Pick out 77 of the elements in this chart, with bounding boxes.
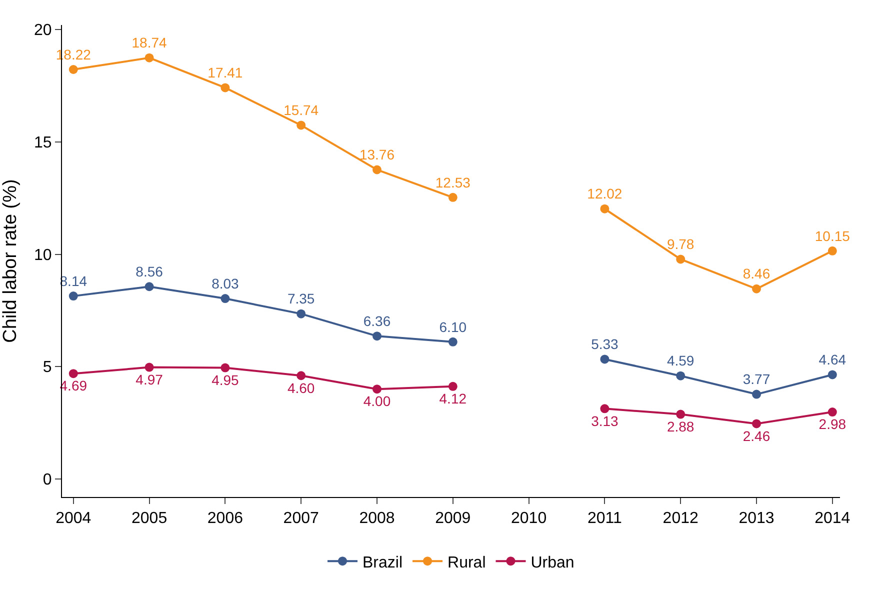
y-tick-label: 0	[42, 472, 52, 489]
point	[296, 309, 306, 318]
point	[676, 371, 686, 380]
data-label: 4.12	[439, 390, 467, 407]
legend-label: Urban	[530, 554, 574, 572]
data-label: 2.46	[742, 428, 770, 444]
data-label: 8.56	[136, 263, 164, 280]
data-label: 12.02	[587, 186, 622, 202]
point	[372, 384, 382, 394]
point	[220, 294, 230, 304]
point	[752, 419, 762, 428]
y-axis-title: Child labor rate (%)	[0, 179, 21, 343]
data-label: 3.13	[591, 412, 619, 429]
x-tick-label: 2014	[814, 510, 850, 528]
point	[448, 337, 458, 346]
data-label: 2.88	[666, 418, 694, 434]
point	[296, 120, 306, 130]
point	[828, 370, 837, 380]
point	[68, 65, 78, 74]
y-tick-label: 10	[34, 246, 52, 264]
y-tick-label: 5	[42, 359, 52, 376]
x-tick-label: 2009	[435, 510, 471, 528]
x-tick-label: 2007	[283, 510, 319, 528]
point	[752, 390, 762, 399]
x-tick-label: 2013	[738, 510, 774, 528]
data-label: 18.74	[132, 34, 168, 51]
point	[296, 371, 306, 380]
x-tick-label: 2004	[56, 510, 92, 528]
data-label: 8.03	[212, 275, 240, 292]
data-label: 3.77	[742, 371, 770, 388]
data-label: 7.35	[287, 290, 315, 307]
data-label: 9.78	[666, 236, 694, 252]
point	[372, 165, 382, 174]
point	[220, 363, 230, 372]
point	[144, 362, 154, 372]
data-label: 4.60	[287, 380, 315, 396]
data-label: 2.98	[818, 416, 846, 432]
x-tick-label: 2006	[207, 510, 244, 528]
point	[448, 382, 458, 391]
data-label: 12.53	[435, 174, 471, 190]
y-tick-label: 20	[34, 22, 52, 40]
point	[828, 246, 837, 256]
data-label: 13.76	[359, 146, 395, 163]
point	[144, 53, 154, 62]
x-tick-label: 2008	[359, 510, 395, 528]
x-tick-label: 2011	[587, 510, 622, 528]
data-label: 6.10	[439, 318, 467, 335]
legend-label: Brazil	[362, 554, 403, 572]
data-label: 4.00	[363, 393, 391, 410]
point	[600, 204, 610, 214]
x-tick-label: 2005	[131, 510, 168, 528]
data-label: 17.41	[208, 64, 243, 81]
data-label: 4.59	[666, 352, 694, 369]
point	[68, 292, 78, 301]
point	[676, 410, 686, 419]
data-label: 4.97	[136, 371, 164, 388]
data-label: 5.33	[591, 336, 619, 352]
data-label: 15.74	[284, 102, 319, 118]
x-tick-label: 2012	[662, 510, 698, 528]
point	[828, 408, 837, 417]
data-label: 8.46	[742, 266, 770, 282]
point	[220, 83, 230, 92]
data-label: 10.15	[814, 228, 850, 244]
point	[448, 192, 458, 202]
point	[676, 254, 686, 264]
data-label: 6.36	[363, 312, 391, 329]
y-tick-label: 15	[34, 134, 52, 152]
point	[600, 404, 610, 414]
data-label: 4.64	[818, 352, 846, 368]
point	[752, 284, 762, 294]
x-tick-label: 2010	[511, 510, 547, 528]
point	[600, 354, 610, 364]
point	[144, 282, 154, 292]
data-label: 4.95	[212, 372, 240, 388]
point	[372, 332, 382, 341]
legend-label: Rural	[448, 554, 486, 572]
point	[68, 369, 78, 378]
